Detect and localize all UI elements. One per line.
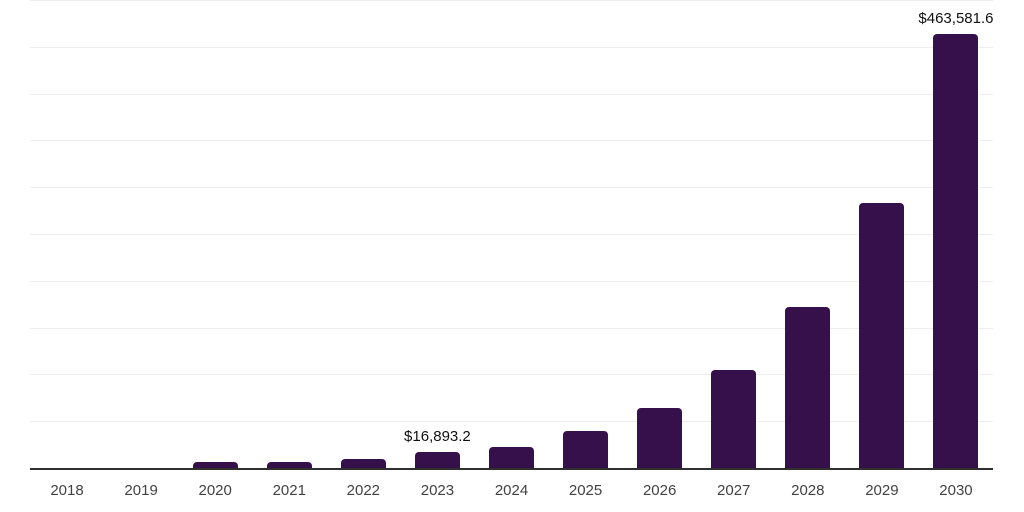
x-axis-line bbox=[30, 468, 993, 470]
x-tick-2024: 2024 bbox=[494, 482, 529, 499]
bar-2026[interactable] bbox=[637, 408, 683, 468]
x-tick-2021: 2021 bbox=[272, 482, 306, 499]
bar-2028[interactable] bbox=[785, 306, 831, 468]
bar-2023[interactable] bbox=[414, 452, 460, 468]
gridline bbox=[30, 93, 993, 95]
gridline bbox=[30, 280, 993, 282]
x-tick-2025: 2025 bbox=[568, 482, 603, 499]
gridline bbox=[30, 327, 993, 329]
gridline bbox=[30, 421, 993, 423]
x-tick-2020: 2020 bbox=[198, 482, 232, 499]
bar-2029[interactable] bbox=[859, 203, 905, 468]
bar-2025[interactable] bbox=[563, 431, 609, 468]
x-tick-2029: 2029 bbox=[865, 482, 899, 499]
x-tick-2022: 2022 bbox=[346, 482, 381, 499]
data-label-2023: $16,893.2 bbox=[404, 428, 471, 446]
bar-2024[interactable] bbox=[489, 446, 534, 468]
gridline bbox=[30, 140, 993, 142]
data-label-2030: $463,581.6 bbox=[918, 10, 994, 28]
bar-2021[interactable] bbox=[266, 461, 312, 468]
bar-2027[interactable] bbox=[711, 370, 757, 468]
x-tick-2018: 2018 bbox=[50, 482, 84, 499]
x-tick-2028: 2028 bbox=[791, 482, 825, 499]
bar-2030[interactable] bbox=[933, 34, 979, 468]
gridline bbox=[30, 46, 993, 48]
gridline bbox=[30, 374, 993, 376]
x-tick-2026: 2026 bbox=[642, 482, 677, 499]
x-tick-2030: 2030 bbox=[939, 482, 973, 499]
gridline bbox=[30, 187, 993, 189]
bar-2022[interactable] bbox=[340, 458, 386, 468]
gridline bbox=[30, 234, 993, 235]
x-tick-2019: 2019 bbox=[124, 482, 158, 499]
x-tick-2027: 2027 bbox=[717, 482, 751, 499]
x-tick-2023: 2023 bbox=[420, 482, 455, 499]
bar-2020[interactable] bbox=[192, 461, 238, 468]
gridline bbox=[30, 0, 993, 1]
